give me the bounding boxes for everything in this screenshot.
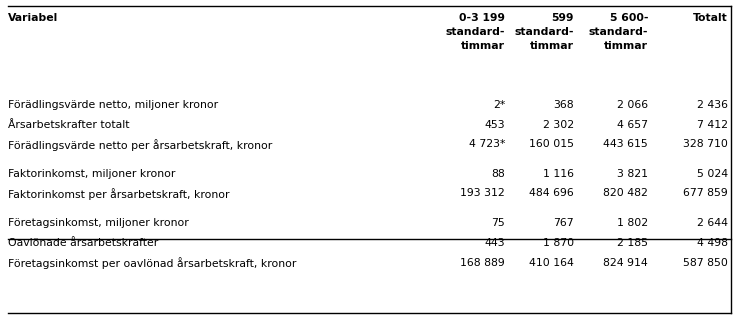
Text: Årsarbetskrafter totalt: Årsarbetskrafter totalt xyxy=(8,120,129,129)
Text: Variabel: Variabel xyxy=(8,13,58,23)
Text: 2 644: 2 644 xyxy=(697,218,728,229)
Text: 599: 599 xyxy=(551,13,574,23)
Text: 7 412: 7 412 xyxy=(697,120,728,129)
Text: 484 696: 484 696 xyxy=(529,189,574,198)
Text: 368: 368 xyxy=(554,100,574,110)
Text: 4 498: 4 498 xyxy=(697,238,728,248)
Text: Totalt: Totalt xyxy=(693,13,728,23)
Text: 160 015: 160 015 xyxy=(529,139,574,149)
Text: timmar: timmar xyxy=(604,41,648,51)
Text: 767: 767 xyxy=(554,218,574,229)
Text: 4 657: 4 657 xyxy=(617,120,648,129)
Text: 75: 75 xyxy=(491,218,505,229)
Text: 443: 443 xyxy=(484,238,505,248)
Text: 443 615: 443 615 xyxy=(603,139,648,149)
Text: timmar: timmar xyxy=(530,41,574,51)
Text: standard-: standard- xyxy=(588,27,648,37)
Text: 5 600-: 5 600- xyxy=(610,13,648,23)
Text: 2 302: 2 302 xyxy=(543,120,574,129)
Text: timmar: timmar xyxy=(461,41,505,51)
Text: 2 185: 2 185 xyxy=(617,238,648,248)
Text: 453: 453 xyxy=(484,120,505,129)
Text: Faktorinkomst, miljoner kronor: Faktorinkomst, miljoner kronor xyxy=(8,169,175,179)
Text: 410 164: 410 164 xyxy=(529,258,574,267)
Text: 88: 88 xyxy=(491,169,505,179)
Text: 328 710: 328 710 xyxy=(683,139,728,149)
Text: Förädlingsvärde netto per årsarbetskraft, kronor: Förädlingsvärde netto per årsarbetskraft… xyxy=(8,139,272,151)
Text: Företagsinkomst, miljoner kronor: Företagsinkomst, miljoner kronor xyxy=(8,218,188,229)
Text: 5 024: 5 024 xyxy=(697,169,728,179)
Text: Företagsinkomst per oavlönad årsarbetskraft, kronor: Företagsinkomst per oavlönad årsarbetskr… xyxy=(8,258,296,269)
Text: standard-: standard- xyxy=(514,27,574,37)
Text: Faktorinkomst per årsarbetskraft, kronor: Faktorinkomst per årsarbetskraft, kronor xyxy=(8,189,230,200)
Text: 2 436: 2 436 xyxy=(697,100,728,110)
Text: 820 482: 820 482 xyxy=(603,189,648,198)
Text: standard-: standard- xyxy=(446,27,505,37)
Text: 587 850: 587 850 xyxy=(683,258,728,267)
Text: 824 914: 824 914 xyxy=(603,258,648,267)
Text: Förädlingsvärde netto, miljoner kronor: Förädlingsvärde netto, miljoner kronor xyxy=(8,100,218,110)
Text: 677 859: 677 859 xyxy=(684,189,728,198)
Text: 1 802: 1 802 xyxy=(617,218,648,229)
Text: Oavlönade årsarbetskrafter: Oavlönade årsarbetskrafter xyxy=(8,238,158,248)
Text: 4 723*: 4 723* xyxy=(469,139,505,149)
Text: 193 312: 193 312 xyxy=(460,189,505,198)
Text: 2 066: 2 066 xyxy=(617,100,648,110)
Text: 1 116: 1 116 xyxy=(543,169,574,179)
Text: 3 821: 3 821 xyxy=(617,169,648,179)
Text: 168 889: 168 889 xyxy=(460,258,505,267)
Text: 0-3 199: 0-3 199 xyxy=(459,13,505,23)
Text: 1 870: 1 870 xyxy=(543,238,574,248)
Text: 2*: 2* xyxy=(493,100,505,110)
